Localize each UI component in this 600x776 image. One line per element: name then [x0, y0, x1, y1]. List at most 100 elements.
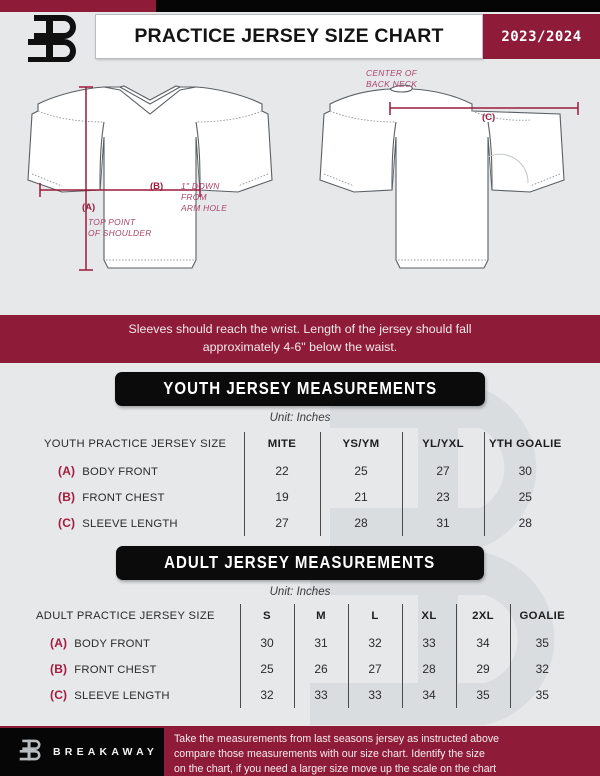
adult-cell-0-1: 31	[293, 630, 348, 656]
adult-cell-2-2: 33	[347, 682, 402, 708]
youth-cell-1-0: 19	[243, 484, 320, 510]
adult-heading-pill: ADULT JERSEY MEASUREMENTS	[116, 546, 484, 580]
adult-cell-2-5: 35	[509, 682, 574, 708]
youth-col-2: YS/YM	[319, 432, 402, 458]
youth-row-1-name: FRONT CHEST	[82, 491, 165, 504]
adult-row-2-name: SLEEVE LENGTH	[74, 689, 170, 702]
adult-cell-2-1: 33	[293, 682, 348, 708]
marker-c-label: (C)	[482, 112, 495, 123]
youth-row-1-label: (B) FRONT CHEST	[34, 484, 244, 510]
adult-table-header-row: ADULT PRACTICE JERSEY SIZE S M L XL 2XL …	[26, 604, 574, 630]
youth-row-2-label: (C) SLEEVE LENGTH	[34, 510, 244, 536]
youth-col-3: YL/YXL	[401, 432, 484, 458]
youth-row-2-marker: (C)	[58, 515, 76, 530]
footer-instructions: Take the measurements from last seasons …	[164, 728, 600, 776]
adult-section-heading: ADULT JERSEY MEASUREMENTS Unit: Inches	[0, 546, 600, 598]
adult-cell-0-0: 30	[239, 630, 294, 656]
adult-size-table: ADULT PRACTICE JERSEY SIZE S M L XL 2XL …	[26, 604, 574, 708]
youth-cell-0-3: 30	[483, 458, 566, 484]
footer-brand-panel: BREAKAWAY	[0, 728, 164, 776]
youth-cell-2-2: 31	[401, 510, 484, 536]
footer-instruction-line3: on the chart, if you need a larger size …	[174, 763, 497, 776]
adult-row-2-marker: (C)	[50, 687, 68, 702]
season-badge-text: 2023/2024	[501, 28, 582, 45]
fit-note-line1: Sleeves should reach the wrist. Length o…	[128, 322, 472, 337]
adult-cell-0-2: 32	[347, 630, 402, 656]
youth-heading-text: YOUTH JERSEY MEASUREMENTS	[163, 378, 437, 398]
top-strip-black	[156, 0, 600, 12]
adult-cell-0-5: 35	[509, 630, 574, 656]
marker-b-label: (B)	[150, 181, 163, 192]
adult-row-1-marker: (B)	[50, 661, 68, 676]
footer-divider	[0, 726, 600, 728]
adult-row-1-label: (B) FRONT CHEST	[26, 656, 240, 682]
youth-heading-pill: YOUTH JERSEY MEASUREMENTS	[114, 372, 486, 406]
youth-row-1-marker: (B)	[58, 489, 76, 504]
adult-cell-1-5: 32	[509, 656, 574, 682]
footer-brand-text: BREAKAWAY	[53, 746, 159, 758]
adult-cell-2-4: 35	[455, 682, 510, 708]
label-b-line3: ARM HOLE	[180, 203, 227, 213]
adult-col-5: 2XL	[455, 604, 510, 630]
adult-row-2-label: (C) SLEEVE LENGTH	[26, 682, 240, 708]
table-row: (B) FRONT CHEST 19 21 23 25	[34, 484, 566, 510]
footer-instruction-line2: compare those measurements with our size…	[174, 748, 485, 761]
youth-row-0-name: BODY FRONT	[82, 465, 159, 478]
youth-cell-0-0: 22	[243, 458, 320, 484]
top-strip-maroon	[0, 0, 156, 12]
label-a-line1: TOP POINT	[88, 217, 136, 227]
adult-row-0-marker: (A)	[50, 635, 68, 650]
label-b-line1: 1" DOWN	[181, 181, 220, 191]
page-title: PRACTICE JERSEY SIZE CHART	[95, 14, 483, 59]
youth-table-header-row: YOUTH PRACTICE JERSEY SIZE MITE YS/YM YL…	[34, 432, 566, 458]
page-footer: BREAKAWAY Take the measurements from las…	[0, 728, 600, 776]
adult-col-1: S	[239, 604, 294, 630]
table-row: (A) BODY FRONT 22 25 27 30	[34, 458, 566, 484]
table-row: (A) BODY FRONT 30 31 32 33 34 35	[26, 630, 574, 656]
youth-row-0-marker: (A)	[58, 463, 76, 478]
youth-col-0: YOUTH PRACTICE JERSEY SIZE	[44, 437, 227, 450]
youth-size-table: YOUTH PRACTICE JERSEY SIZE MITE YS/YM YL…	[34, 432, 566, 536]
fit-note-banner: Sleeves should reach the wrist. Length o…	[0, 315, 600, 363]
youth-cell-0-1: 25	[319, 458, 402, 484]
youth-cell-2-1: 28	[319, 510, 402, 536]
label-a-line2: OF SHOULDER	[88, 228, 152, 238]
jersey-back-illustration: (C) CENTER OF BACK NECK	[319, 68, 579, 269]
adult-col-4: XL	[401, 604, 456, 630]
label-neck-line1: CENTER OF	[366, 68, 418, 78]
youth-col-1: MITE	[243, 432, 320, 458]
label-neck-line2: BACK NECK	[366, 79, 417, 89]
youth-cell-1-1: 21	[319, 484, 402, 510]
adult-cell-0-4: 34	[455, 630, 510, 656]
youth-section-heading: YOUTH JERSEY MEASUREMENTS Unit: Inches	[0, 372, 600, 424]
youth-unit-label: Unit: Inches	[269, 412, 331, 424]
adult-heading-text: ADULT JERSEY MEASUREMENTS	[164, 552, 436, 572]
dimension-b-front	[39, 183, 201, 197]
page-header: PRACTICE JERSEY SIZE CHART 2023/2024	[0, 12, 600, 63]
table-row: (C) SLEEVE LENGTH 27 28 31 28	[34, 510, 566, 536]
fit-note-line2: approximately 4-6" below the waist.	[202, 340, 398, 354]
youth-cell-1-3: 25	[483, 484, 566, 510]
marker-a-label: (A)	[82, 202, 95, 213]
label-b-line2: FROM	[181, 192, 207, 202]
youth-col-4: YTH GOALIE	[483, 432, 566, 458]
adult-row-0-label: (A) BODY FRONT	[26, 630, 240, 656]
season-badge: 2023/2024	[483, 14, 600, 59]
adult-col-2: M	[293, 604, 348, 630]
jersey-illustration: .body { fill:#ffffff; stroke:#5a5f63; st…	[0, 62, 600, 310]
table-row: (B) FRONT CHEST 25 26 27 28 29 32	[26, 656, 574, 682]
adult-cell-0-3: 33	[401, 630, 456, 656]
adult-cell-2-3: 34	[401, 682, 456, 708]
adult-cell-1-0: 25	[239, 656, 294, 682]
youth-row-0-label: (A) BODY FRONT	[34, 458, 244, 484]
adult-unit-label: Unit: Inches	[269, 586, 331, 598]
page-title-text: PRACTICE JERSEY SIZE CHART	[134, 25, 444, 47]
youth-cell-2-3: 28	[483, 510, 566, 536]
breakaway-b-logo-icon	[22, 8, 86, 70]
youth-cell-1-2: 23	[401, 484, 484, 510]
adult-cell-1-1: 26	[293, 656, 348, 682]
adult-col-6: GOALIE	[509, 604, 574, 630]
adult-row-0-name: BODY FRONT	[74, 637, 151, 650]
dimension-a-front	[79, 86, 93, 271]
